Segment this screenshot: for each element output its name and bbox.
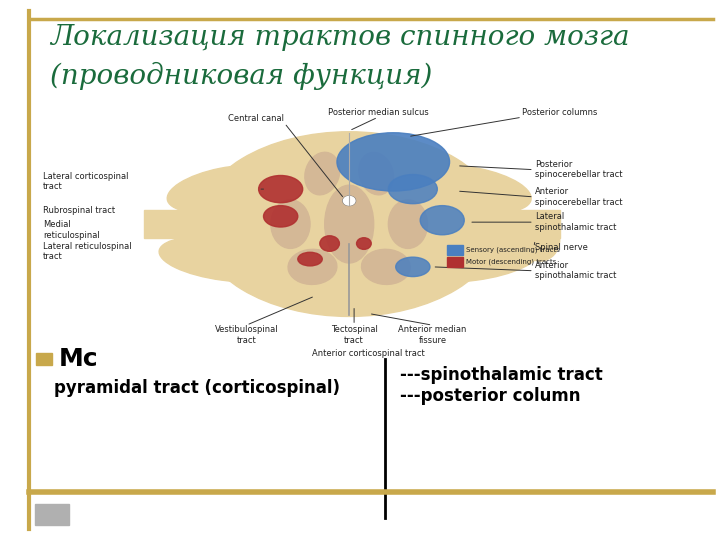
Text: Vestibulospinal
tract: Vestibulospinal tract — [215, 325, 278, 345]
Bar — [35, 504, 69, 525]
Ellipse shape — [412, 165, 531, 213]
Text: Lateral reticulospinal
tract: Lateral reticulospinal tract — [43, 241, 132, 261]
Ellipse shape — [264, 206, 298, 227]
Text: Локализация трактов спинного мозга: Локализация трактов спинного мозга — [50, 24, 630, 51]
Ellipse shape — [356, 238, 372, 249]
Ellipse shape — [420, 206, 464, 235]
Ellipse shape — [325, 185, 374, 263]
Ellipse shape — [337, 133, 449, 191]
Text: pyramidal tract (corticospinal): pyramidal tract (corticospinal) — [54, 379, 340, 397]
Text: Anterior corticospinal tract: Anterior corticospinal tract — [312, 349, 425, 359]
Text: (проводниковая функция): (проводниковая функция) — [50, 62, 433, 90]
Text: Anterior
spinocerebellar tract: Anterior spinocerebellar tract — [535, 187, 623, 207]
Ellipse shape — [320, 236, 339, 251]
Ellipse shape — [305, 152, 340, 195]
Circle shape — [343, 197, 355, 205]
Text: Tectospinal
tract: Tectospinal tract — [330, 325, 377, 345]
Text: Posterior median sulcus: Posterior median sulcus — [328, 108, 428, 117]
Text: Sensory (ascending) tracts: Sensory (ascending) tracts — [466, 247, 559, 253]
Text: Medial
reticulospinal: Medial reticulospinal — [43, 220, 100, 240]
Ellipse shape — [288, 249, 337, 285]
Ellipse shape — [258, 176, 302, 202]
Text: Anterior median
fissure: Anterior median fissure — [398, 325, 467, 345]
Text: Anterior
spinothalamic tract: Anterior spinothalamic tract — [535, 261, 616, 280]
Ellipse shape — [361, 249, 410, 285]
Text: Lateral
spinothalamic tract: Lateral spinothalamic tract — [535, 212, 616, 232]
Ellipse shape — [521, 218, 559, 261]
Ellipse shape — [167, 165, 287, 213]
Ellipse shape — [388, 174, 437, 204]
Bar — [143, 211, 246, 238]
Text: Central canal: Central canal — [228, 114, 284, 123]
Ellipse shape — [271, 200, 310, 248]
Ellipse shape — [298, 252, 323, 266]
Bar — [457, 211, 559, 238]
Text: ---posterior column: ---posterior column — [400, 387, 580, 405]
Bar — [36, 424, 45, 431]
Text: Rubrospinal tract: Rubrospinal tract — [43, 206, 115, 215]
Text: Posterior
spinocerebellar tract: Posterior spinocerebellar tract — [535, 160, 623, 179]
Bar — [447, 257, 463, 267]
Text: Lateral corticospinal
tract: Lateral corticospinal tract — [43, 172, 129, 191]
Bar — [36, 384, 45, 391]
Text: Mc: Mc — [59, 347, 99, 370]
Text: ---spinothalamic tract: ---spinothalamic tract — [400, 366, 603, 384]
Ellipse shape — [159, 236, 294, 282]
Bar — [447, 245, 463, 255]
Text: Motor (descending) tracts: Motor (descending) tracts — [466, 259, 557, 265]
Ellipse shape — [404, 236, 539, 282]
Ellipse shape — [396, 257, 430, 276]
Ellipse shape — [197, 132, 501, 316]
Ellipse shape — [388, 200, 428, 248]
Ellipse shape — [359, 152, 394, 195]
Text: Posterior columns: Posterior columns — [522, 108, 598, 117]
Bar — [36, 353, 52, 364]
Text: Spinal nerve: Spinal nerve — [535, 243, 588, 252]
